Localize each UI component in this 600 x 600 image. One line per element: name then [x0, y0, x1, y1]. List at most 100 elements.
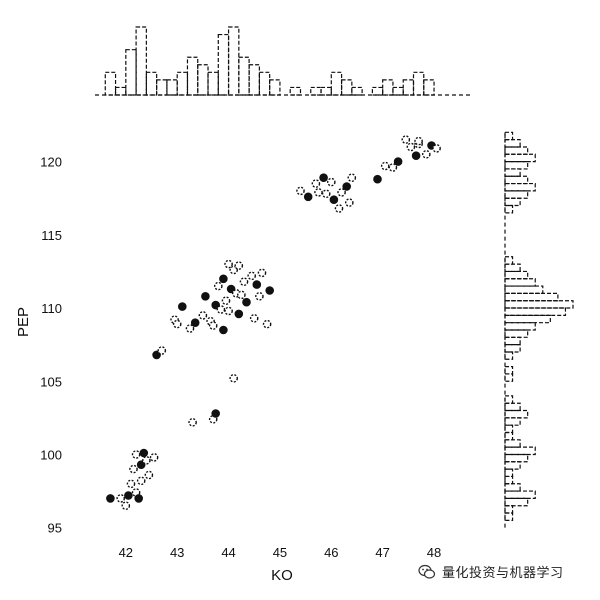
histogram-bar	[135, 26, 147, 96]
histogram-bar	[248, 64, 260, 96]
histogram-bar	[504, 322, 536, 331]
data-point	[142, 455, 151, 465]
data-point	[144, 470, 154, 480]
histogram-bar	[504, 468, 514, 478]
histogram-bar	[104, 71, 117, 96]
data-point	[393, 157, 403, 166]
y-tick-label: 95	[48, 521, 62, 536]
data-point	[185, 324, 195, 333]
histogram-bar	[504, 182, 536, 192]
data-point	[344, 198, 354, 207]
histogram-bar	[125, 49, 137, 96]
data-point	[329, 195, 339, 204]
data-point	[342, 182, 352, 191]
histogram-bar	[186, 56, 199, 96]
data-point	[211, 409, 220, 418]
histogram-bar	[504, 263, 521, 273]
main-plot	[106, 135, 441, 511]
data-point	[401, 135, 411, 144]
data-point	[388, 163, 398, 172]
y-tick-label: 110	[41, 301, 62, 316]
data-point	[224, 259, 233, 269]
data-point	[406, 142, 416, 152]
x-tick-label: 47	[375, 545, 389, 560]
histogram-bar	[504, 461, 521, 470]
data-point	[201, 291, 210, 301]
data-point	[134, 494, 143, 503]
histogram-bar	[371, 86, 384, 96]
data-point	[265, 286, 275, 295]
histogram-bar	[504, 278, 536, 287]
y-axis-title: PEP	[15, 307, 32, 337]
histogram-bar	[504, 475, 514, 485]
histogram-bar	[504, 512, 514, 521]
histogram-bar	[504, 146, 529, 155]
y-tick-label: 115	[41, 228, 62, 243]
histogram-bar	[504, 336, 521, 346]
x-axis-ticks: 42 43 44 45 46 47 48	[119, 545, 442, 560]
data-point	[106, 494, 115, 503]
x-tick-label: 48	[427, 545, 441, 560]
data-point	[255, 291, 264, 301]
data-point	[337, 188, 346, 197]
histogram-bar	[504, 270, 529, 280]
histogram-bar	[320, 86, 332, 96]
histogram-bar	[504, 344, 521, 353]
data-point	[139, 448, 149, 458]
data-point	[334, 204, 344, 213]
histogram-bar	[145, 71, 158, 96]
data-point	[311, 179, 321, 188]
data-point	[213, 281, 223, 291]
y-tick-label: 120	[40, 155, 62, 170]
data-point	[347, 173, 357, 182]
data-point	[221, 296, 231, 306]
histogram-bar	[504, 490, 536, 499]
histogram-bar	[504, 417, 521, 426]
data-point	[257, 268, 267, 278]
histogram-bar	[504, 197, 521, 207]
histogram-bar	[269, 79, 281, 96]
data-point	[421, 149, 431, 159]
watermark: 量化投资与机器学习	[418, 562, 564, 581]
histogram-bar	[504, 402, 521, 412]
data-point	[247, 271, 256, 281]
data-point	[242, 297, 251, 307]
x-tick-label: 42	[119, 545, 133, 560]
histogram-bar	[340, 79, 353, 96]
histogram-bar	[504, 373, 514, 382]
watermark-text: 量化投资与机器学习	[442, 566, 564, 581]
data-point	[411, 151, 421, 160]
data-point	[224, 306, 233, 316]
data-point	[414, 136, 423, 146]
histogram-bar	[504, 300, 574, 309]
x-tick-label: 46	[324, 545, 338, 560]
marginal-histogram-right	[504, 131, 574, 528]
data-point	[373, 174, 382, 184]
histogram-bar	[330, 71, 343, 96]
data-point	[326, 177, 336, 187]
data-point	[216, 305, 226, 314]
data-point	[157, 346, 167, 355]
histogram-bar	[504, 351, 514, 360]
data-point	[314, 188, 323, 197]
histogram-bar	[197, 64, 209, 96]
histogram-bar	[504, 139, 521, 148]
histogram-bar	[412, 71, 425, 96]
histogram-bar	[504, 307, 567, 316]
histogram-bar	[238, 56, 250, 96]
histogram-bar	[504, 424, 514, 434]
data-point	[296, 186, 305, 196]
data-point	[136, 476, 146, 486]
data-point	[252, 280, 262, 289]
x-axis-title: KO	[271, 567, 293, 584]
data-point	[432, 144, 441, 153]
data-point	[262, 319, 272, 329]
data-point	[149, 453, 159, 462]
data-point	[129, 464, 138, 474]
histogram-bar	[289, 86, 302, 96]
histogram-bar	[504, 446, 536, 456]
x-tick-label: 44	[221, 545, 235, 560]
histogram-bar	[423, 79, 435, 96]
histogram-bar	[504, 190, 529, 199]
x-tick-label: 43	[170, 545, 184, 560]
